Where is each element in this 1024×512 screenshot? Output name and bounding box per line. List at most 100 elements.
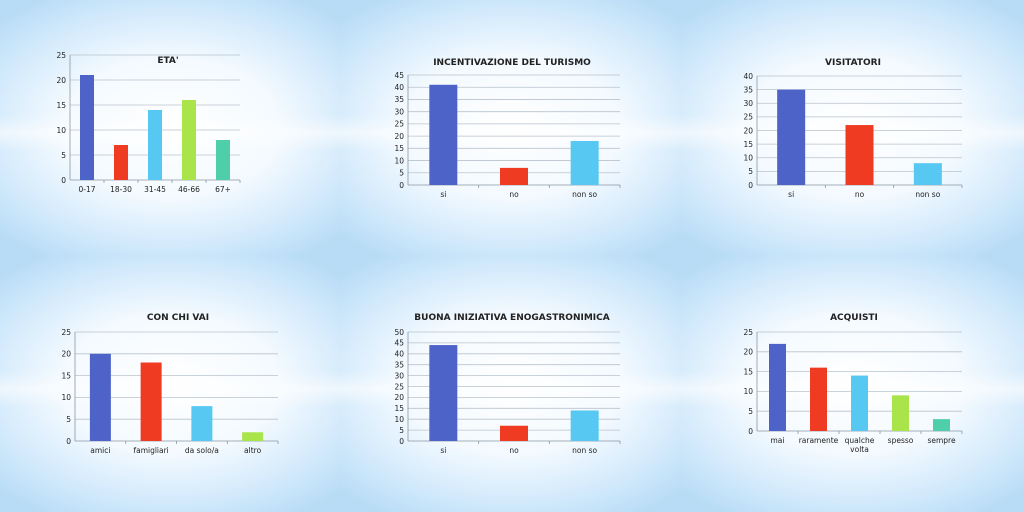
y-tick-label: 10 xyxy=(61,393,71,402)
y-tick-label: 10 xyxy=(394,156,404,165)
x-category-label: 31-45 xyxy=(144,185,166,194)
bar-18-30 xyxy=(114,145,128,180)
y-tick-label: 20 xyxy=(394,393,404,402)
x-category-label: 0-17 xyxy=(78,185,95,194)
x-category-label: 46-66 xyxy=(178,185,200,194)
bar-raramente xyxy=(810,367,827,431)
y-tick-label: 0 xyxy=(748,181,753,190)
y-tick-label: 5 xyxy=(66,415,71,424)
y-tick-label: 45 xyxy=(394,71,404,80)
chart-panel-eta: ETA' 0 5 10 15 20 25 0-17 18-30 31-45 46-66 67+ xyxy=(0,0,341,256)
y-tick-label: 15 xyxy=(56,101,66,110)
x-category-label: famigliari xyxy=(133,446,168,455)
bar-no xyxy=(500,167,528,185)
chart-title: INCENTIVAZIONE DEL TURISMO xyxy=(433,58,591,68)
bar-no xyxy=(500,425,528,441)
y-tick-label: 20 xyxy=(743,348,753,357)
bar-si xyxy=(777,89,806,185)
y-tick-label: 50 xyxy=(394,328,404,337)
chart-title: BUONA INIZIATIVA ENOGASTRONIMICA xyxy=(414,313,609,323)
y-tick-label: 0 xyxy=(399,437,404,446)
y-tick-label: 5 xyxy=(748,407,753,416)
x-category-label: si xyxy=(788,190,794,199)
chart-title: VISITATORI xyxy=(825,58,881,68)
chart-panel-enogastronomica: BUONA INIZIATIVA ENOGASTRONIMICA 0 5 10 15 20… xyxy=(341,256,682,512)
y-tick-label: 30 xyxy=(743,99,753,108)
bar-si xyxy=(429,345,458,441)
y-tick-label: 45 xyxy=(394,339,404,348)
chart-panel-incentivazione: INCENTIVAZIONE DEL TURISMO 0 5 10 15 20 25 30 35… xyxy=(341,0,682,256)
chart-panel-visitatori: VISITATORI 0 5 10 15 20 25 30 35 40 si no non so xyxy=(682,0,1024,256)
x-category-label: si xyxy=(440,446,446,455)
bar-non-so xyxy=(570,410,599,441)
x-category-label: da solo/a xyxy=(185,446,219,455)
bar-46-66 xyxy=(182,100,196,180)
chart-enogastronomica: BUONA INIZIATIVA ENOGASTRONIMICA 0 5 10 15 20… xyxy=(394,313,621,455)
y-tick-label: 15 xyxy=(394,144,404,153)
x-category-label: qualche volta xyxy=(845,436,875,454)
y-tick-label: 25 xyxy=(56,51,66,60)
bar-da-solo-a xyxy=(191,406,213,441)
y-tick-label: 5 xyxy=(399,169,404,178)
bar-no xyxy=(845,125,874,185)
y-tick-label: 25 xyxy=(743,113,753,122)
chart-title: CON CHI VAI xyxy=(147,313,209,323)
y-tick-label: 35 xyxy=(743,85,753,94)
chart-panel-con-chi-vai: CON CHI VAI 0 5 10 15 20 25 amici famigliari da s… xyxy=(0,256,341,512)
chart-title: ETA' xyxy=(157,56,178,66)
bar-0-17 xyxy=(80,75,94,180)
chart-incentivazione: INCENTIVAZIONE DEL TURISMO 0 5 10 15 20 25 30 35… xyxy=(394,58,621,199)
x-category-label: altro xyxy=(244,446,262,455)
y-tick-label: 10 xyxy=(743,154,753,163)
y-tick-label: 15 xyxy=(743,367,753,376)
x-category-label: raramente xyxy=(799,436,839,445)
y-tick-label: 0 xyxy=(399,181,404,190)
bar-sempre xyxy=(933,419,950,431)
x-category-label: spesso xyxy=(888,436,914,445)
bar-spesso xyxy=(892,395,909,431)
y-tick-label: 5 xyxy=(399,426,404,435)
chart-panel-acquisti: ACQUISTI 0 5 10 15 20 25 mai raramente qualche vol… xyxy=(682,256,1024,512)
x-category-label: no xyxy=(509,446,519,455)
y-tick-label: 5 xyxy=(748,167,753,176)
y-tick-label: 25 xyxy=(394,120,404,129)
y-tick-label: 30 xyxy=(394,107,404,116)
y-tick-label: 25 xyxy=(743,328,753,337)
bar-mai xyxy=(769,343,786,431)
chart-title: ACQUISTI xyxy=(830,313,878,323)
x-category-label: si xyxy=(440,190,446,199)
y-tick-label: 20 xyxy=(394,132,404,141)
chart-eta: ETA' 0 5 10 15 20 25 0-17 18-30 31-45 46-66 67+ xyxy=(56,51,241,194)
bar-31-45 xyxy=(148,110,162,180)
chart-acquisti: ACQUISTI 0 5 10 15 20 25 mai raramente qualche vol… xyxy=(743,313,963,454)
x-category-label: mai xyxy=(771,436,785,445)
y-tick-label: 15 xyxy=(394,404,404,413)
y-tick-label: 0 xyxy=(61,176,66,185)
y-tick-label: 10 xyxy=(743,387,753,396)
bar-qualche-volta xyxy=(851,375,868,431)
x-category-label: non so xyxy=(572,446,597,455)
x-category-label: non so xyxy=(915,190,940,199)
x-category-label: 67+ xyxy=(215,185,231,194)
y-tick-label: 10 xyxy=(394,415,404,424)
y-tick-label: 40 xyxy=(394,350,404,359)
x-category-label: sempre xyxy=(927,436,956,445)
x-category-label: non so xyxy=(572,190,597,199)
x-category-label: amici xyxy=(90,446,110,455)
y-tick-label: 5 xyxy=(61,151,66,160)
bar-altro xyxy=(242,432,264,441)
y-tick-label: 25 xyxy=(394,382,404,391)
chart-visitatori: VISITATORI 0 5 10 15 20 25 30 35 40 si no non so xyxy=(743,58,963,199)
x-category-label: no xyxy=(509,190,519,199)
y-tick-label: 40 xyxy=(394,83,404,92)
y-tick-label: 15 xyxy=(61,371,71,380)
y-tick-label: 35 xyxy=(394,95,404,104)
bar-famigliari xyxy=(140,362,162,441)
y-tick-label: 20 xyxy=(743,126,753,135)
x-category-label: 18-30 xyxy=(110,185,132,194)
y-tick-label: 0 xyxy=(66,437,71,446)
y-tick-label: 15 xyxy=(743,140,753,149)
y-tick-label: 35 xyxy=(394,361,404,370)
x-category-label: no xyxy=(855,190,865,199)
bar-non-so xyxy=(913,163,942,185)
